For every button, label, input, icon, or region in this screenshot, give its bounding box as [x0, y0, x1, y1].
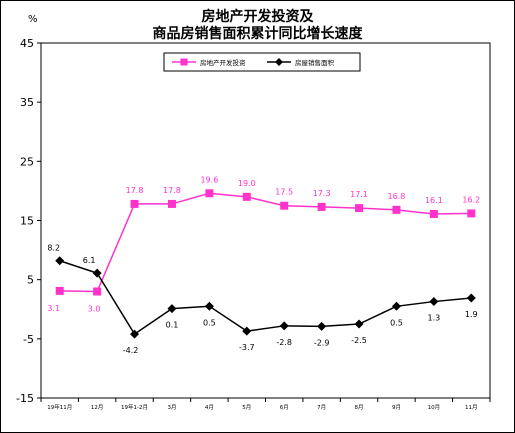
data-label-series-2: 6.1	[83, 256, 96, 265]
data-label-series-2: 1.9	[465, 310, 478, 319]
series-1-marker	[392, 205, 401, 214]
data-label-series-1: 19.6	[200, 175, 218, 184]
data-label-series-1: 19.0	[238, 179, 256, 188]
data-label-series-1: 16.1	[425, 196, 443, 205]
series-1-marker	[55, 286, 64, 295]
series-1-marker	[280, 201, 289, 210]
data-label-series-2: -3.7	[239, 343, 255, 352]
series-1-marker	[93, 287, 102, 296]
y-axis-unit: %	[28, 14, 38, 25]
series-2-marker	[242, 326, 252, 336]
series-2-marker	[55, 256, 65, 266]
data-label-series-2: -2.5	[351, 336, 367, 345]
data-label-series-2: 1.3	[428, 314, 441, 323]
series-2-marker	[317, 321, 327, 331]
y-tick-label: -5	[23, 333, 34, 346]
x-tick-label: 7月	[317, 404, 326, 411]
series-2-marker	[466, 293, 476, 303]
data-label-series-1: 16.2	[462, 195, 480, 204]
data-label-series-2: 8.2	[47, 244, 60, 253]
series-1-marker	[355, 204, 364, 213]
series-2-marker	[92, 268, 102, 278]
series-2-marker	[130, 329, 140, 339]
y-tick-label: 25	[20, 155, 34, 168]
plot-area	[40, 42, 491, 399]
series-1-marker	[130, 199, 139, 208]
y-tick-label: 45	[20, 37, 34, 50]
y-tick-label: 35	[20, 96, 34, 109]
series-1-marker	[205, 189, 214, 198]
data-label-series-1: 17.8	[126, 186, 144, 195]
data-label-series-2: 0.1	[166, 321, 179, 330]
series-2-marker	[429, 297, 439, 307]
x-tick-label: 3月	[167, 404, 176, 411]
series-2-marker	[391, 301, 401, 311]
x-tick-label: 11月	[465, 404, 478, 411]
x-tick-label: 19年11月	[47, 403, 72, 411]
series-1-marker	[317, 202, 326, 211]
series-1-marker	[242, 192, 251, 201]
chart-title-line-2: 商品房销售面积累计同比增长速度	[152, 26, 363, 42]
series-1-marker	[429, 209, 438, 218]
series-2-marker	[204, 301, 214, 311]
chart-title-line-1: 房地产开发投资及	[201, 9, 314, 25]
legend-swatch-marker-1	[180, 58, 188, 66]
legend-swatch-marker-2	[275, 58, 283, 66]
legend-label-2: 房屋销售面积	[295, 58, 335, 67]
legend-label-1: 房地产开发投资	[200, 58, 246, 67]
data-label-series-1: 16.8	[388, 192, 406, 201]
data-label-series-1: 3.1	[47, 304, 60, 313]
data-label-series-2: -2.9	[314, 338, 330, 347]
y-tick-label: 15	[20, 215, 34, 228]
series-line-2	[59, 260, 472, 336]
legend-box	[163, 52, 361, 72]
data-label-series-2: 0.5	[203, 318, 216, 327]
data-label-series-1: 3.0	[88, 305, 101, 314]
series-2-marker	[354, 319, 364, 329]
series-1-marker	[167, 199, 176, 208]
series-line-1	[59, 192, 472, 293]
data-label-series-1: 17.5	[275, 188, 293, 197]
series-1-marker	[467, 209, 476, 218]
x-tick-label: 8月	[355, 404, 364, 411]
y-tick-label: -15	[16, 392, 34, 405]
y-tick-label: 5	[27, 274, 34, 287]
x-tick-label: 9月	[392, 404, 401, 411]
series-2-marker	[167, 304, 177, 314]
data-label-series-1: 17.1	[350, 190, 368, 199]
data-label-series-2: 0.5	[390, 318, 403, 327]
x-tick-label: 5月	[242, 404, 251, 411]
data-label-series-1: 17.3	[313, 189, 331, 198]
data-label-series-2: -4.2	[123, 346, 139, 355]
x-tick-label: 19年1-2月	[121, 403, 148, 411]
x-tick-label: 12月	[91, 404, 104, 411]
x-tick-label: 4月	[205, 404, 214, 411]
x-tick-label: 6月	[280, 404, 289, 411]
data-label-series-2: -2.8	[276, 338, 292, 347]
x-tick-label: 10月	[428, 404, 441, 411]
series-2-marker	[279, 321, 289, 331]
data-label-series-1: 17.8	[163, 186, 181, 195]
